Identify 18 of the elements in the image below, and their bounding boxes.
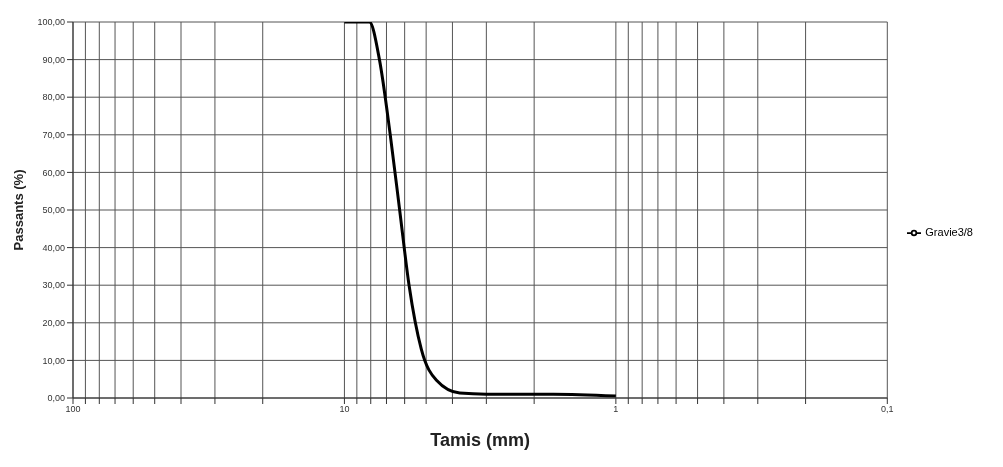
- y-tick-label: 50,00: [42, 205, 65, 216]
- legend-label: Gravie3/8: [925, 225, 973, 238]
- y-tick-label: 90,00: [42, 54, 65, 65]
- x-tick-label: 1: [613, 404, 619, 415]
- x-tick-label: 0,1: [881, 404, 894, 415]
- y-tick-label: 40,00: [42, 242, 65, 253]
- x-axis-title: Tamis (mm): [430, 430, 530, 450]
- y-tick-label: 10,00: [42, 355, 65, 366]
- x-tick-label: 10: [339, 404, 350, 415]
- y-tick-label: 20,00: [42, 317, 65, 328]
- y-tick-label: 0,00: [47, 393, 65, 404]
- y-axis-title: Passants (%): [10, 169, 26, 251]
- y-tick-label: 60,00: [42, 167, 65, 178]
- x-tick-label: 100: [65, 404, 81, 415]
- y-tick-label: 30,00: [42, 280, 65, 291]
- y-tick-label: 80,00: [42, 92, 65, 103]
- y-tick-label: 100,00: [37, 17, 65, 28]
- y-tick-label: 70,00: [42, 130, 65, 140]
